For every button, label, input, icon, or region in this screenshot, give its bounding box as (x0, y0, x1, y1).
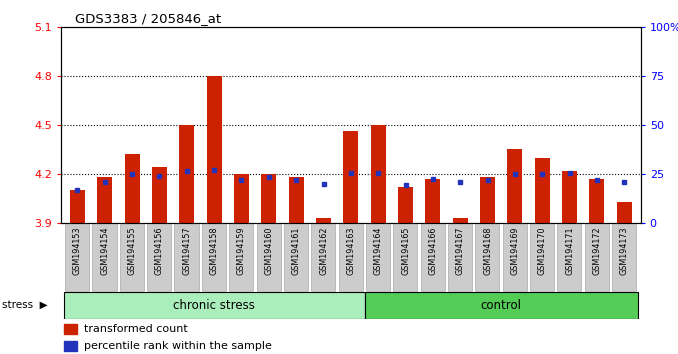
Text: chronic stress: chronic stress (173, 299, 255, 312)
FancyBboxPatch shape (557, 224, 581, 291)
Text: GSM194153: GSM194153 (73, 227, 82, 275)
Bar (562, 171, 577, 223)
FancyBboxPatch shape (612, 224, 636, 291)
FancyBboxPatch shape (338, 224, 363, 291)
Bar (207, 76, 222, 223)
Text: GSM194172: GSM194172 (593, 227, 601, 275)
FancyBboxPatch shape (284, 224, 308, 291)
FancyBboxPatch shape (65, 224, 89, 291)
Bar (152, 167, 167, 223)
Bar (535, 158, 550, 223)
FancyBboxPatch shape (174, 224, 199, 291)
FancyBboxPatch shape (448, 224, 472, 291)
Bar (425, 179, 441, 223)
FancyBboxPatch shape (256, 224, 281, 291)
FancyBboxPatch shape (530, 224, 554, 291)
FancyBboxPatch shape (393, 224, 418, 291)
Bar (64, 341, 77, 351)
Bar (365, 292, 638, 319)
FancyBboxPatch shape (229, 224, 254, 291)
FancyBboxPatch shape (147, 224, 172, 291)
FancyBboxPatch shape (92, 224, 117, 291)
Text: transformed count: transformed count (83, 324, 187, 334)
Bar (64, 292, 365, 319)
Bar (316, 218, 331, 223)
Bar (261, 174, 277, 223)
Text: GSM194158: GSM194158 (210, 227, 218, 275)
FancyBboxPatch shape (475, 224, 499, 291)
Bar (289, 177, 304, 223)
Bar (398, 187, 413, 223)
Bar (507, 149, 523, 223)
Bar (453, 218, 468, 223)
Text: stress  ▶: stress ▶ (2, 300, 47, 310)
Text: GSM194161: GSM194161 (292, 227, 300, 275)
Text: GSM194171: GSM194171 (565, 227, 574, 275)
Bar (343, 131, 359, 223)
Bar (589, 179, 605, 223)
Bar (97, 177, 113, 223)
Text: GSM194169: GSM194169 (511, 227, 519, 275)
FancyBboxPatch shape (584, 224, 609, 291)
Text: GSM194156: GSM194156 (155, 227, 164, 275)
Text: GSM194166: GSM194166 (428, 227, 437, 275)
Bar (125, 154, 140, 223)
Bar (179, 125, 195, 223)
Bar (371, 125, 386, 223)
Text: GSM194164: GSM194164 (374, 227, 382, 275)
Text: GSM194157: GSM194157 (182, 227, 191, 275)
FancyBboxPatch shape (366, 224, 390, 291)
Text: GSM194163: GSM194163 (346, 227, 355, 275)
Text: GSM194160: GSM194160 (264, 227, 273, 275)
Text: GSM194167: GSM194167 (456, 227, 464, 275)
Bar (617, 202, 632, 223)
Text: GSM194159: GSM194159 (237, 227, 246, 275)
Text: percentile rank within the sample: percentile rank within the sample (83, 341, 272, 351)
FancyBboxPatch shape (311, 224, 336, 291)
FancyBboxPatch shape (502, 224, 527, 291)
Bar (480, 177, 495, 223)
Text: GSM194168: GSM194168 (483, 227, 492, 275)
Text: GSM194173: GSM194173 (620, 227, 629, 275)
FancyBboxPatch shape (420, 224, 445, 291)
FancyBboxPatch shape (120, 224, 144, 291)
Text: GDS3383 / 205846_at: GDS3383 / 205846_at (75, 12, 221, 25)
Text: GSM194170: GSM194170 (538, 227, 546, 275)
Bar (234, 174, 249, 223)
Bar (64, 324, 77, 335)
FancyBboxPatch shape (202, 224, 226, 291)
Bar (70, 190, 85, 223)
Text: GSM194154: GSM194154 (100, 227, 109, 275)
Text: GSM194155: GSM194155 (127, 227, 136, 275)
Text: GSM194162: GSM194162 (319, 227, 328, 275)
Text: control: control (481, 299, 522, 312)
Text: GSM194165: GSM194165 (401, 227, 410, 275)
